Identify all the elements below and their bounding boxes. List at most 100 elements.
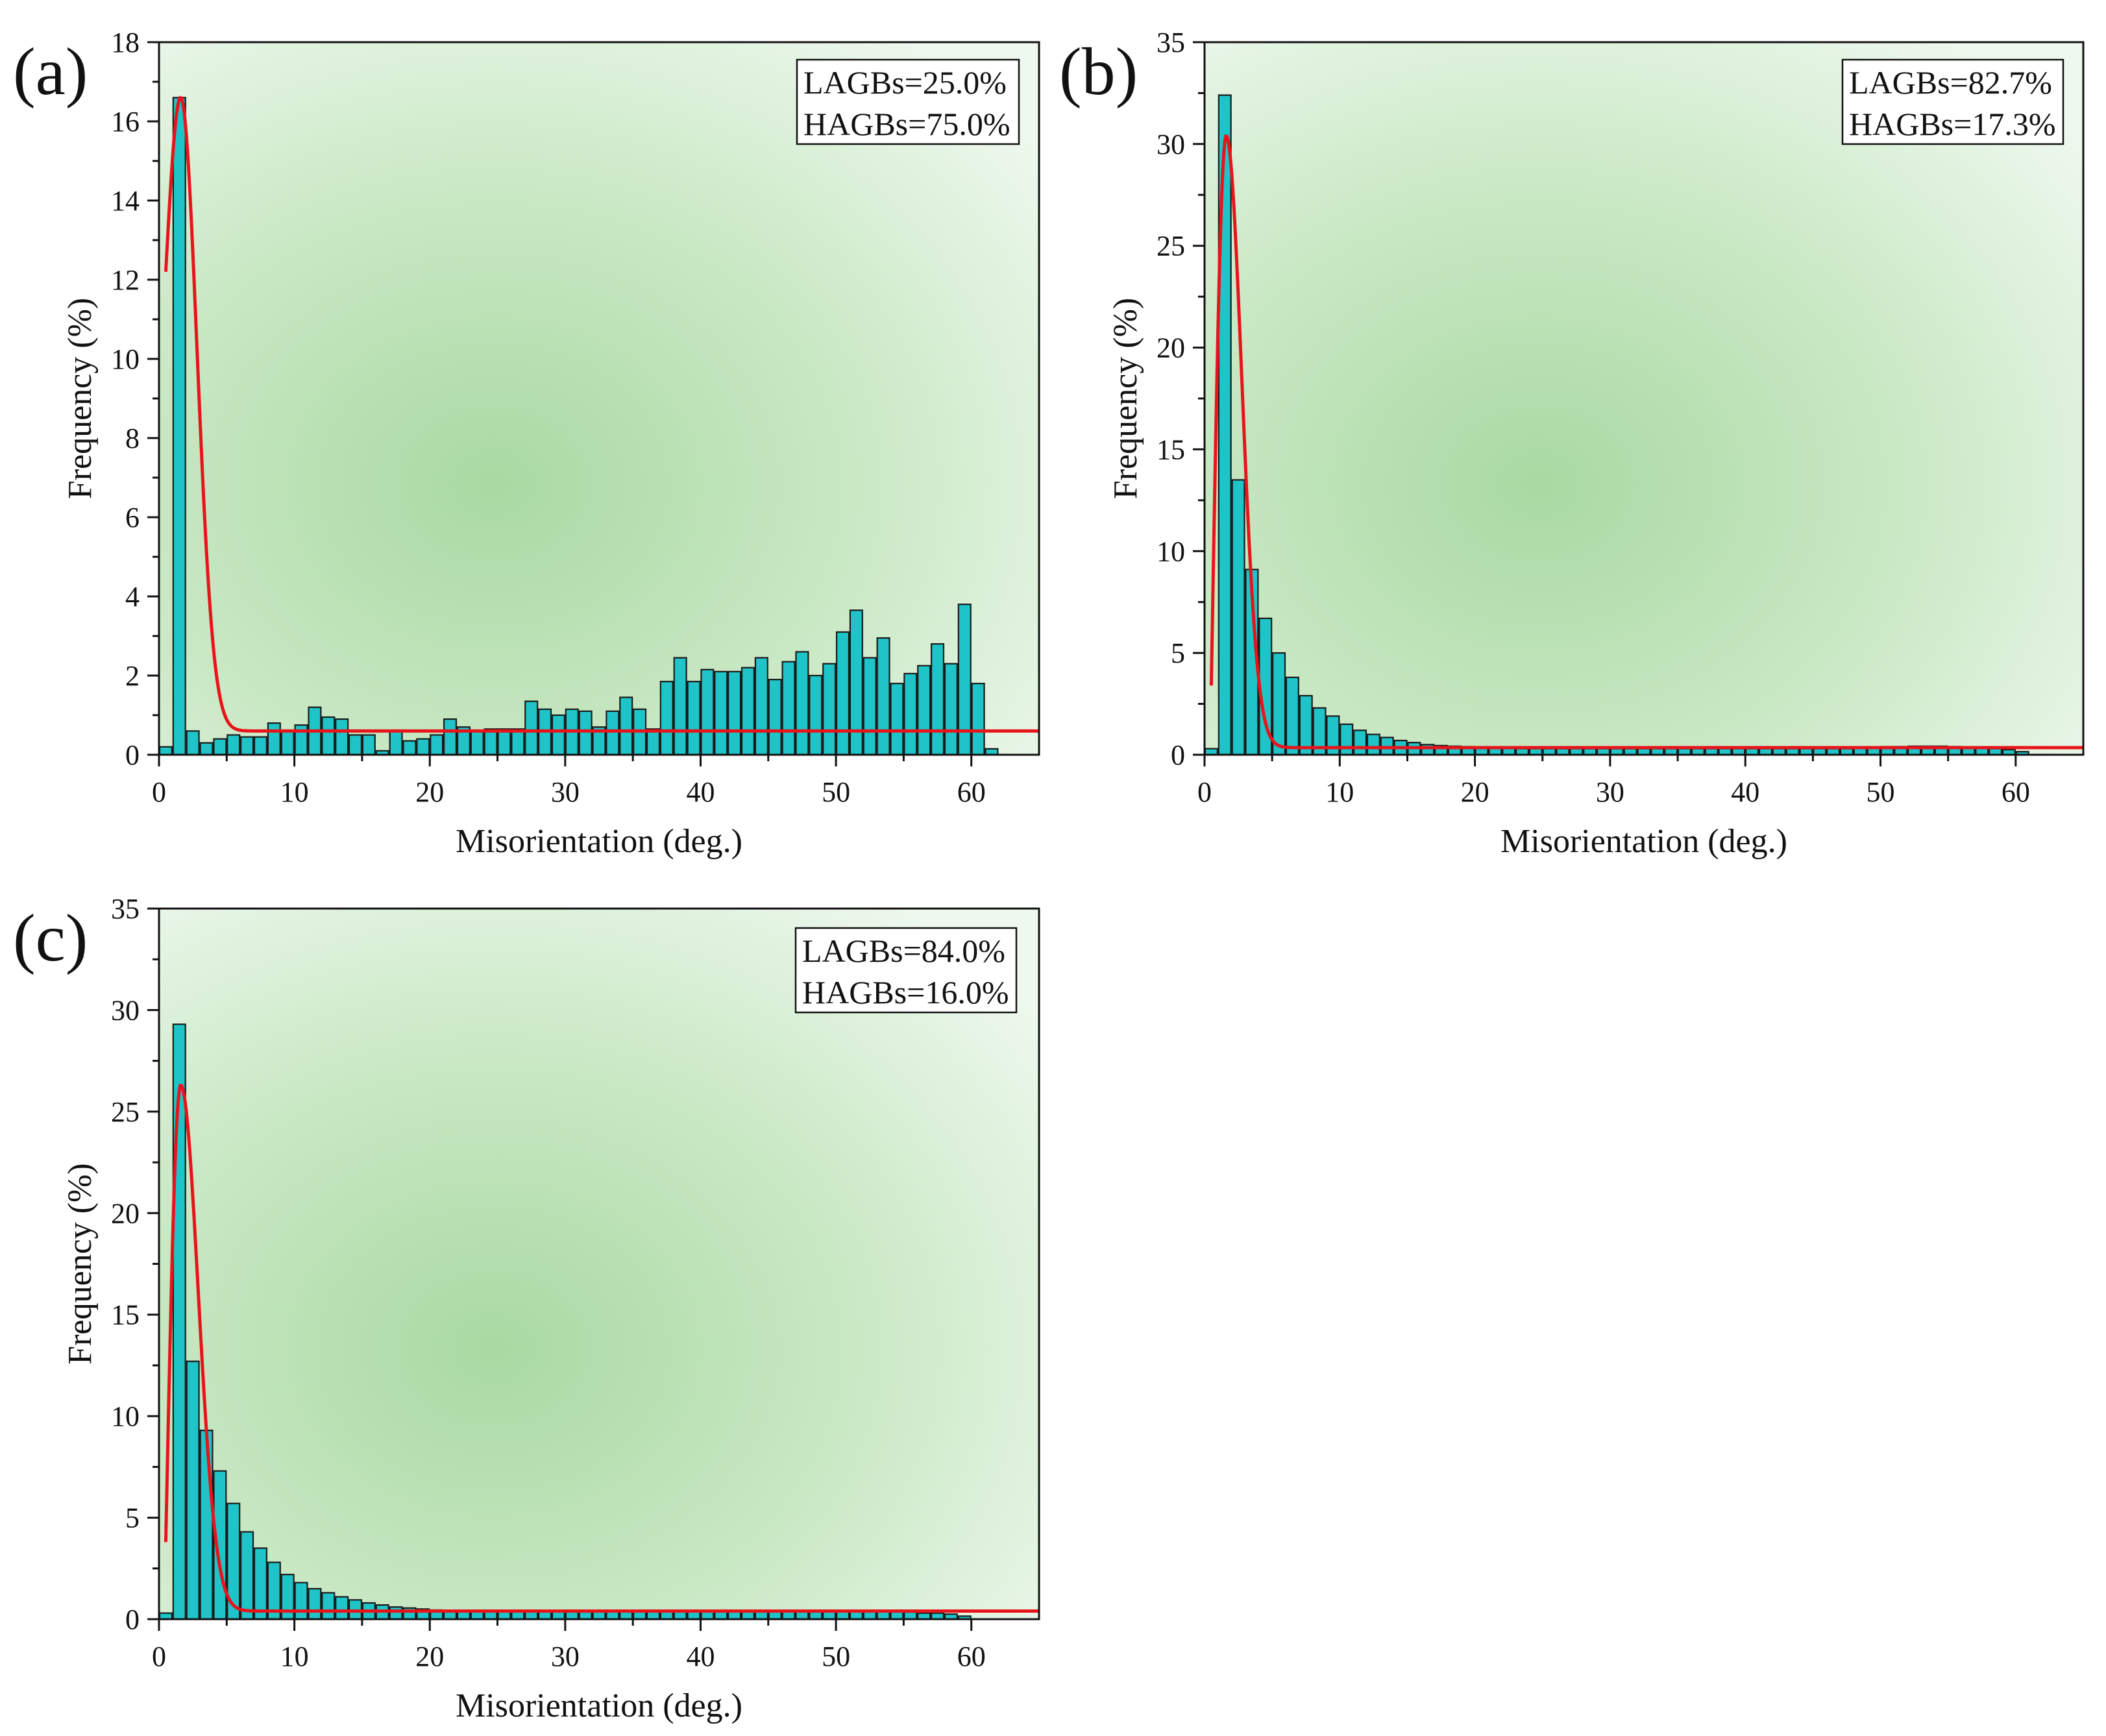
legend-frame [796, 58, 1020, 145]
y-tick-label: 10 [111, 343, 140, 375]
x-tick-label: 60 [957, 776, 986, 808]
histogram-bar [497, 728, 511, 756]
histogram-bar [971, 683, 985, 756]
histogram-bar [186, 730, 200, 756]
histogram-bar [402, 740, 417, 756]
legend-box: LAGBs=84.0% HAGBs=16.0% [794, 927, 1018, 1014]
x-tick-label: 10 [280, 776, 309, 808]
x-tick-label: 40 [686, 1641, 715, 1672]
histogram-bar [578, 710, 593, 756]
histogram-bar [781, 661, 796, 756]
histogram-bar [835, 631, 850, 756]
histogram-bar [741, 666, 755, 756]
legend-lagbs: LAGBs=82.7% [1849, 64, 2052, 101]
x-tick-label: 40 [1731, 776, 1759, 808]
histogram-bar [903, 672, 918, 756]
histogram-bar [199, 1429, 214, 1620]
y-tick-label: 30 [111, 994, 140, 1026]
histogram-bar [389, 730, 403, 756]
y-tick-label: 15 [111, 1299, 140, 1331]
legend-frame [1841, 58, 2064, 145]
y-tick-label: 4 [125, 581, 140, 613]
histogram-bar [253, 1547, 267, 1620]
histogram-bar [443, 718, 458, 756]
histogram-bar [863, 657, 877, 756]
histogram-bar [253, 736, 267, 756]
histogram-bar [728, 670, 742, 756]
histogram-bar [876, 637, 890, 756]
x-tick-label: 10 [1325, 776, 1354, 808]
x-tick-label: 50 [822, 1641, 850, 1672]
histogram-bar [511, 728, 525, 756]
histogram-bar [158, 746, 173, 756]
panel-label: (c) [13, 901, 88, 975]
histogram-bar [348, 734, 363, 756]
x-tick-label: 20 [415, 776, 444, 808]
histogram-bar [430, 734, 444, 756]
histogram-bar [484, 728, 498, 756]
x-tick-label: 0 [152, 776, 166, 808]
x-axis-title: Misorientation (deg.) [1500, 823, 1787, 860]
histogram-bar [280, 730, 295, 756]
histogram-bar [619, 696, 633, 756]
x-tick-label: 40 [686, 776, 715, 808]
histogram-bar [917, 665, 931, 756]
histogram-bar [700, 668, 715, 756]
histogram-bar [1366, 733, 1380, 756]
y-tick-label: 14 [111, 185, 140, 217]
histogram-bar [646, 728, 660, 756]
histogram-bar [335, 1596, 349, 1620]
histogram-bar [754, 657, 768, 756]
panel-label: (b) [1059, 34, 1138, 109]
y-axis-title: Frequency (%) [62, 298, 99, 499]
legend-hagbs: HAGBs=17.3% [1849, 106, 2055, 142]
histogram-bar [944, 663, 958, 756]
y-tick-label: 8 [125, 422, 140, 454]
fit-curve [164, 1084, 1039, 1613]
y-tick-label: 20 [1157, 332, 1185, 364]
histogram-bar [890, 683, 904, 756]
histogram-bar [199, 742, 214, 756]
histogram-bar [1272, 652, 1286, 756]
histogram-bar [687, 681, 701, 756]
y-tick-label: 12 [111, 264, 140, 296]
histogram-bar [606, 710, 620, 756]
x-tick-label: 30 [1596, 776, 1624, 808]
chart-panel-b: 0 10 20 30 40 50 60 0 5 10 15 20 25 30 35 Misorientatio… [1059, 27, 2085, 860]
legend-lagbs: LAGBs=84.0% [802, 933, 1005, 969]
legend-hagbs: HAGBs=75.0% [803, 106, 1010, 142]
histogram-bar [524, 700, 539, 756]
y-tick-label: 35 [111, 893, 140, 925]
y-tick-label: 0 [125, 1604, 140, 1635]
histogram-bar [335, 718, 349, 756]
y-axis-title: Frequency (%) [1107, 298, 1144, 499]
fit-curve [1209, 134, 2083, 750]
histogram-bar [172, 1023, 186, 1620]
x-tick-label: 10 [280, 1641, 309, 1672]
histogram-bar [659, 681, 674, 756]
histogram-bar [186, 1360, 200, 1620]
legend-box: LAGBs=25.0% HAGBs=75.0% [796, 58, 1020, 145]
histogram-bar [1299, 694, 1313, 756]
x-tick-label: 60 [957, 1641, 986, 1672]
histogram-bar [416, 738, 430, 756]
y-tick-label: 0 [125, 739, 140, 771]
histogram-bar [809, 674, 823, 756]
histogram-bar [795, 651, 809, 756]
y-tick-label: 15 [1157, 434, 1185, 465]
histogram-bar [240, 736, 254, 756]
x-tick-label: 60 [2002, 776, 2030, 808]
x-axis-title: Misorientation (deg.) [456, 823, 742, 860]
y-tick-label: 18 [111, 27, 140, 58]
histogram-bar [361, 734, 376, 756]
y-tick-label: 10 [111, 1400, 140, 1432]
histogram-bar [470, 730, 484, 756]
plot-background [159, 42, 1039, 755]
histogram-bar [389, 1606, 403, 1620]
y-tick-label: 0 [1171, 739, 1185, 771]
histogram-bar [1231, 479, 1245, 756]
histogram-bar [308, 1587, 322, 1620]
x-tick-label: 20 [415, 1641, 444, 1672]
x-tick-label: 20 [1461, 776, 1489, 808]
y-tick-label: 2 [125, 660, 140, 692]
